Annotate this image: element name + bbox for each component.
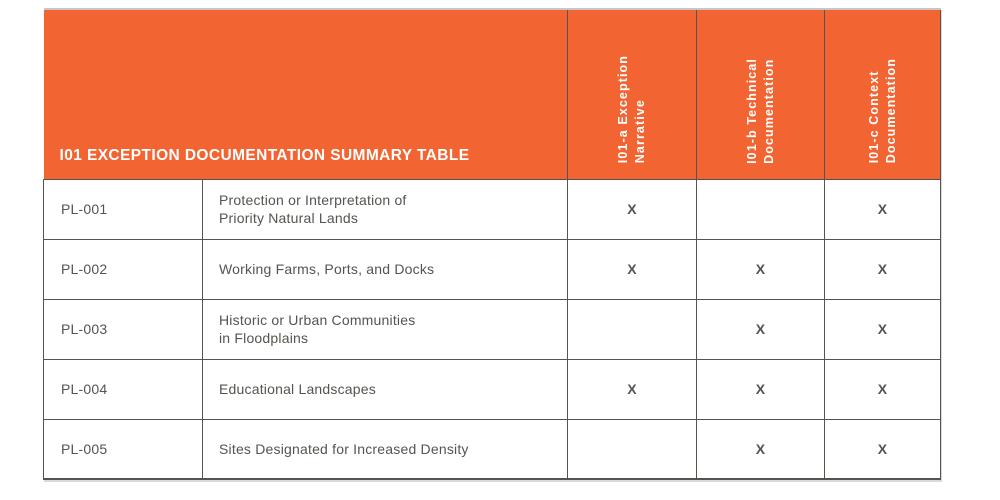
mark-cell-i01a	[567, 298, 698, 360]
mark-x: X	[877, 260, 888, 277]
row-id-cell: PL-001	[43, 178, 203, 240]
table-title-cell: I01 EXCEPTION DOCUMENTATION SUMMARY TABL…	[43, 8, 568, 179]
table-header: I01 EXCEPTION DOCUMENTATION SUMMARY TABL…	[43, 8, 942, 179]
mark-cell-i01b: X	[696, 238, 826, 300]
mark-x: X	[877, 320, 888, 337]
table-row: PL-004 Educational Landscapes X X X	[43, 358, 942, 420]
mark-cell-i01b: X	[696, 358, 826, 420]
table-row: PL-003 Historic or Urban Communities in …	[43, 298, 942, 360]
mark-x: X	[755, 380, 766, 397]
row-description: Sites Designated for Increased Density	[219, 440, 469, 457]
table-body: PL-001 Protection or Interpretation of P…	[43, 178, 942, 480]
doc-column-header-cell: I01-c Context Documentation	[824, 8, 942, 179]
row-description: Educational Landscapes	[219, 380, 376, 397]
mark-cell-i01c: X	[824, 418, 942, 480]
doc-column-label: I01-b Technical Documentation	[744, 57, 776, 164]
doc-column-label: I01-c Context Documentation	[866, 58, 898, 164]
mark-cell-i01b: X	[696, 298, 826, 360]
row-id: PL-004	[61, 380, 108, 397]
table-row: PL-005 Sites Designated for Increased De…	[43, 418, 942, 480]
mark-cell-i01c: X	[824, 298, 942, 360]
row-description: Protection or Interpretation of Priority…	[219, 191, 407, 226]
row-id-cell: PL-004	[43, 358, 203, 420]
mark-x: X	[755, 320, 766, 337]
mark-x: X	[627, 200, 637, 217]
table-row: PL-001 Protection or Interpretation of P…	[43, 178, 942, 240]
row-description-cell: Historic or Urban Communities in Floodpl…	[201, 298, 569, 360]
doc-column-label: I01-a Exception Narrative	[616, 55, 648, 164]
mark-x: X	[755, 440, 766, 457]
row-id-cell: PL-003	[43, 298, 203, 360]
mark-x: X	[877, 200, 888, 217]
table-title: I01 EXCEPTION DOCUMENTATION SUMMARY TABL…	[59, 146, 470, 164]
mark-cell-i01a: X	[567, 358, 698, 420]
mark-x: X	[627, 260, 637, 277]
mark-cell-i01b	[696, 178, 826, 240]
mark-x: X	[627, 380, 637, 397]
doc-column-header-cell: I01-a Exception Narrative	[567, 8, 697, 179]
row-description-cell: Protection or Interpretation of Priority…	[201, 178, 569, 240]
mark-cell-i01c: X	[824, 178, 942, 240]
mark-x: X	[755, 260, 766, 277]
mark-cell-i01a	[567, 418, 698, 480]
row-id: PL-003	[61, 320, 108, 337]
table-row: PL-002 Working Farms, Ports, and Docks X…	[43, 238, 942, 300]
row-description-cell: Sites Designated for Increased Density	[201, 418, 569, 480]
row-id-cell: PL-002	[43, 238, 203, 300]
exception-documentation-summary-table: I01 EXCEPTION DOCUMENTATION SUMMARY TABL…	[43, 8, 942, 480]
table-header-row: I01 EXCEPTION DOCUMENTATION SUMMARY TABL…	[43, 8, 942, 179]
mark-cell-i01c: X	[824, 238, 942, 300]
mark-cell-i01a: X	[567, 238, 698, 300]
mark-x: X	[877, 380, 888, 397]
row-description: Working Farms, Ports, and Docks	[219, 260, 435, 277]
mark-cell-i01a: X	[567, 178, 698, 240]
row-description-cell: Educational Landscapes	[201, 358, 569, 420]
doc-column-header-cell: I01-b Technical Documentation	[696, 8, 825, 179]
row-id: PL-001	[61, 200, 108, 217]
row-id: PL-002	[61, 260, 108, 277]
mark-cell-i01c: X	[824, 358, 942, 420]
row-description-cell: Working Farms, Ports, and Docks	[201, 238, 569, 300]
mark-cell-i01b: X	[696, 418, 826, 480]
row-description: Historic or Urban Communities in Floodpl…	[219, 311, 416, 346]
mark-x: X	[877, 440, 888, 457]
row-id-cell: PL-005	[43, 418, 203, 480]
row-id: PL-005	[61, 440, 108, 457]
